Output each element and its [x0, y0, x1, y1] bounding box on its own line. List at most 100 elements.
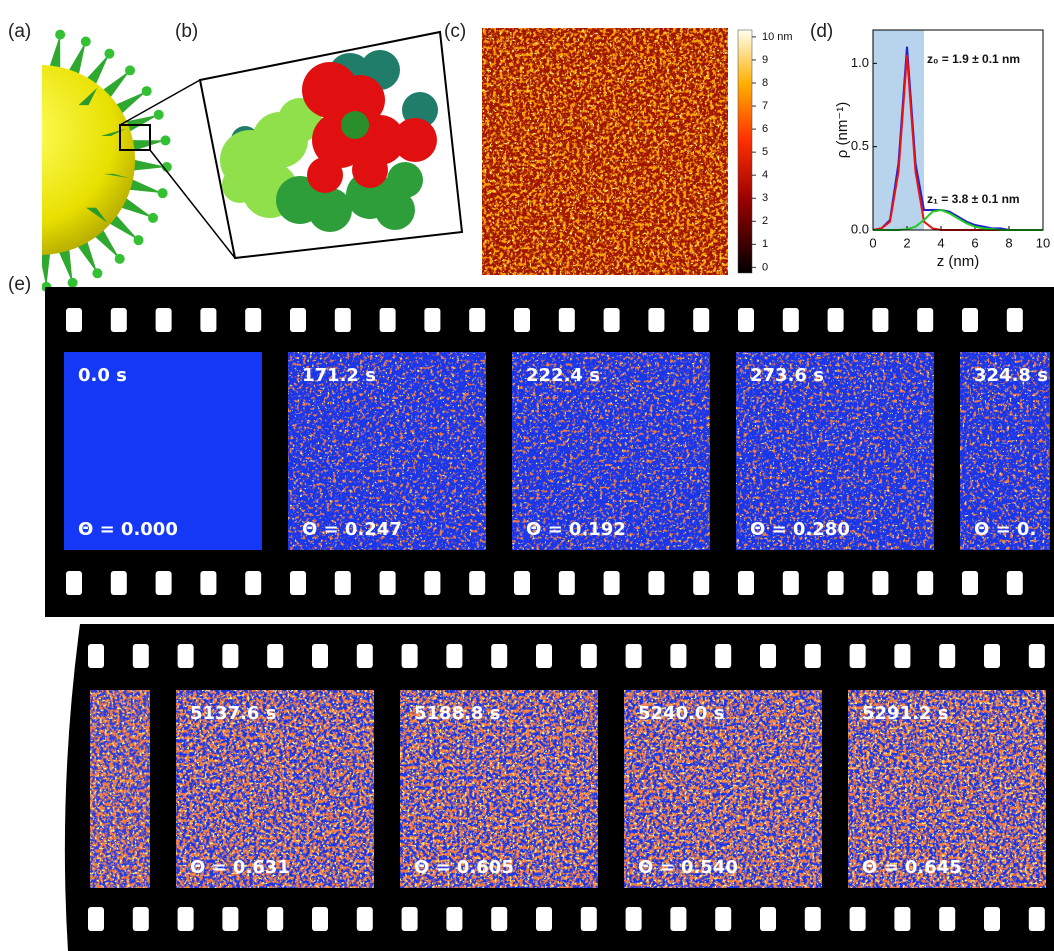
frame-time: 5240.0 s	[638, 703, 724, 724]
sprocket-hole	[402, 644, 418, 668]
sprocket-hole	[805, 907, 821, 931]
sprocket-hole	[626, 644, 642, 668]
colorbar-tick-label: 5	[762, 146, 768, 158]
sprocket-hole	[380, 308, 396, 332]
sprocket-hole	[491, 907, 507, 931]
sprocket-hole	[424, 571, 440, 595]
colorbar-tick-label: 9	[762, 54, 768, 66]
sprocket-hole	[267, 907, 283, 931]
sprocket-hole	[133, 644, 149, 668]
frame-coverage: Θ = 0.000	[78, 519, 178, 540]
film-frame: 5188.8 s Θ = 0.605	[400, 690, 598, 888]
spike-tip	[125, 65, 135, 75]
sprocket-hole	[1007, 571, 1023, 595]
shaded-range	[873, 30, 924, 230]
sprocket-hole	[245, 308, 261, 332]
sprocket-hole	[267, 644, 283, 668]
sprocket-hole	[962, 571, 978, 595]
sprocket-hole	[939, 644, 955, 668]
colorbar-tick-label: 1	[762, 238, 768, 250]
sprocket-hole	[200, 308, 216, 332]
panel-label: (d)	[810, 21, 833, 42]
sprocket-hole	[200, 571, 216, 595]
sprocket-hole	[1007, 308, 1023, 332]
frame-time: 5291.2 s	[862, 703, 948, 724]
sprocket-hole	[290, 308, 306, 332]
film-frame: 0.0 sΘ = 0.000	[64, 352, 262, 550]
frame-coverage: Θ = 0.540	[638, 857, 738, 878]
sprocket-hole	[402, 907, 418, 931]
sprocket-hole	[133, 907, 149, 931]
sprocket-hole	[245, 571, 261, 595]
x-tick-label: 4	[937, 235, 944, 250]
sprocket-hole	[559, 308, 575, 332]
colorbar-tick-label: 0	[762, 261, 768, 273]
x-tick-label: 10	[1036, 235, 1050, 250]
panel-label: (b)	[175, 21, 198, 42]
frame-time: 5188.8 s	[414, 703, 500, 724]
frame-coverage: Θ = 0.631	[190, 857, 290, 878]
frame-coverage: Θ = 0.605	[414, 857, 514, 878]
sprocket-hole	[894, 907, 910, 931]
sprocket-hole	[894, 644, 910, 668]
sprocket-hole	[156, 571, 172, 595]
spike-tip	[68, 278, 78, 288]
sprocket-hole	[536, 907, 552, 931]
sprocket-hole	[738, 571, 754, 595]
sprocket-hole	[469, 571, 485, 595]
sprocket-hole	[491, 644, 507, 668]
colorbar-tick-label: 10 nm	[762, 31, 793, 43]
spike-tip	[92, 268, 102, 278]
sprocket-hole	[312, 907, 328, 931]
spike-tip	[81, 37, 91, 47]
colorbar	[738, 30, 752, 273]
spike	[29, 33, 41, 70]
sprocket-hole	[514, 571, 530, 595]
sprocket-hole	[760, 907, 776, 931]
colorbar-tick-label: 7	[762, 100, 768, 112]
x-tick-label: 0	[869, 235, 876, 250]
colorbar-tick-label: 8	[762, 77, 768, 89]
y-tick-label: 0.5	[851, 138, 869, 153]
sprocket-hole	[604, 308, 620, 332]
sprocket-hole	[850, 907, 866, 931]
sprocket-hole	[178, 644, 194, 668]
frame-time: 222.4 s	[526, 365, 600, 386]
sprocket-hole	[939, 907, 955, 931]
sprocket-hole	[715, 907, 731, 931]
sprocket-hole	[559, 571, 575, 595]
texture-speckle	[90, 690, 150, 888]
sprocket-hole	[66, 308, 82, 332]
frame-coverage: Θ = 0.192	[526, 519, 626, 540]
sprocket-hole	[626, 907, 642, 931]
film-frame: 5137.6 sΘ = 0.631	[176, 690, 374, 888]
annotation: z₁ = 3.8 ± 0.1 nm	[927, 192, 1020, 206]
panel-label: (a)	[8, 21, 31, 42]
film-frame: 5240.0 s Θ = 0.540	[624, 690, 822, 888]
frame-coverage: Θ = 0.	[974, 519, 1036, 540]
panel-label: (c)	[444, 21, 466, 42]
sprocket-hole	[312, 644, 328, 668]
sprocket-hole	[178, 907, 194, 931]
texture-speckle	[482, 28, 728, 275]
film-frame: 273.6 sΘ = 0.280	[736, 352, 934, 550]
x-axis-label: z (nm)	[937, 253, 980, 270]
protein-blob	[222, 167, 258, 203]
sprocket-hole	[984, 907, 1000, 931]
sprocket-hole	[715, 644, 731, 668]
colorbar-tick-label: 4	[762, 169, 768, 181]
spike-tip	[154, 110, 164, 120]
panel-label: (e)	[8, 274, 31, 295]
spike-tip	[148, 213, 158, 223]
sprocket-hole	[917, 571, 933, 595]
sprocket-hole	[984, 644, 1000, 668]
spike-tip	[134, 235, 144, 245]
sprocket-hole	[581, 907, 597, 931]
sprocket-hole	[872, 571, 888, 595]
colorbar-tick-label: 3	[762, 192, 768, 204]
protein-blob	[308, 188, 352, 232]
colorbar-tick-label: 2	[762, 215, 768, 227]
sprocket-hole	[872, 308, 888, 332]
film-frame: 5291.2 sΘ = 0.645	[848, 690, 1046, 888]
sprocket-hole	[805, 644, 821, 668]
